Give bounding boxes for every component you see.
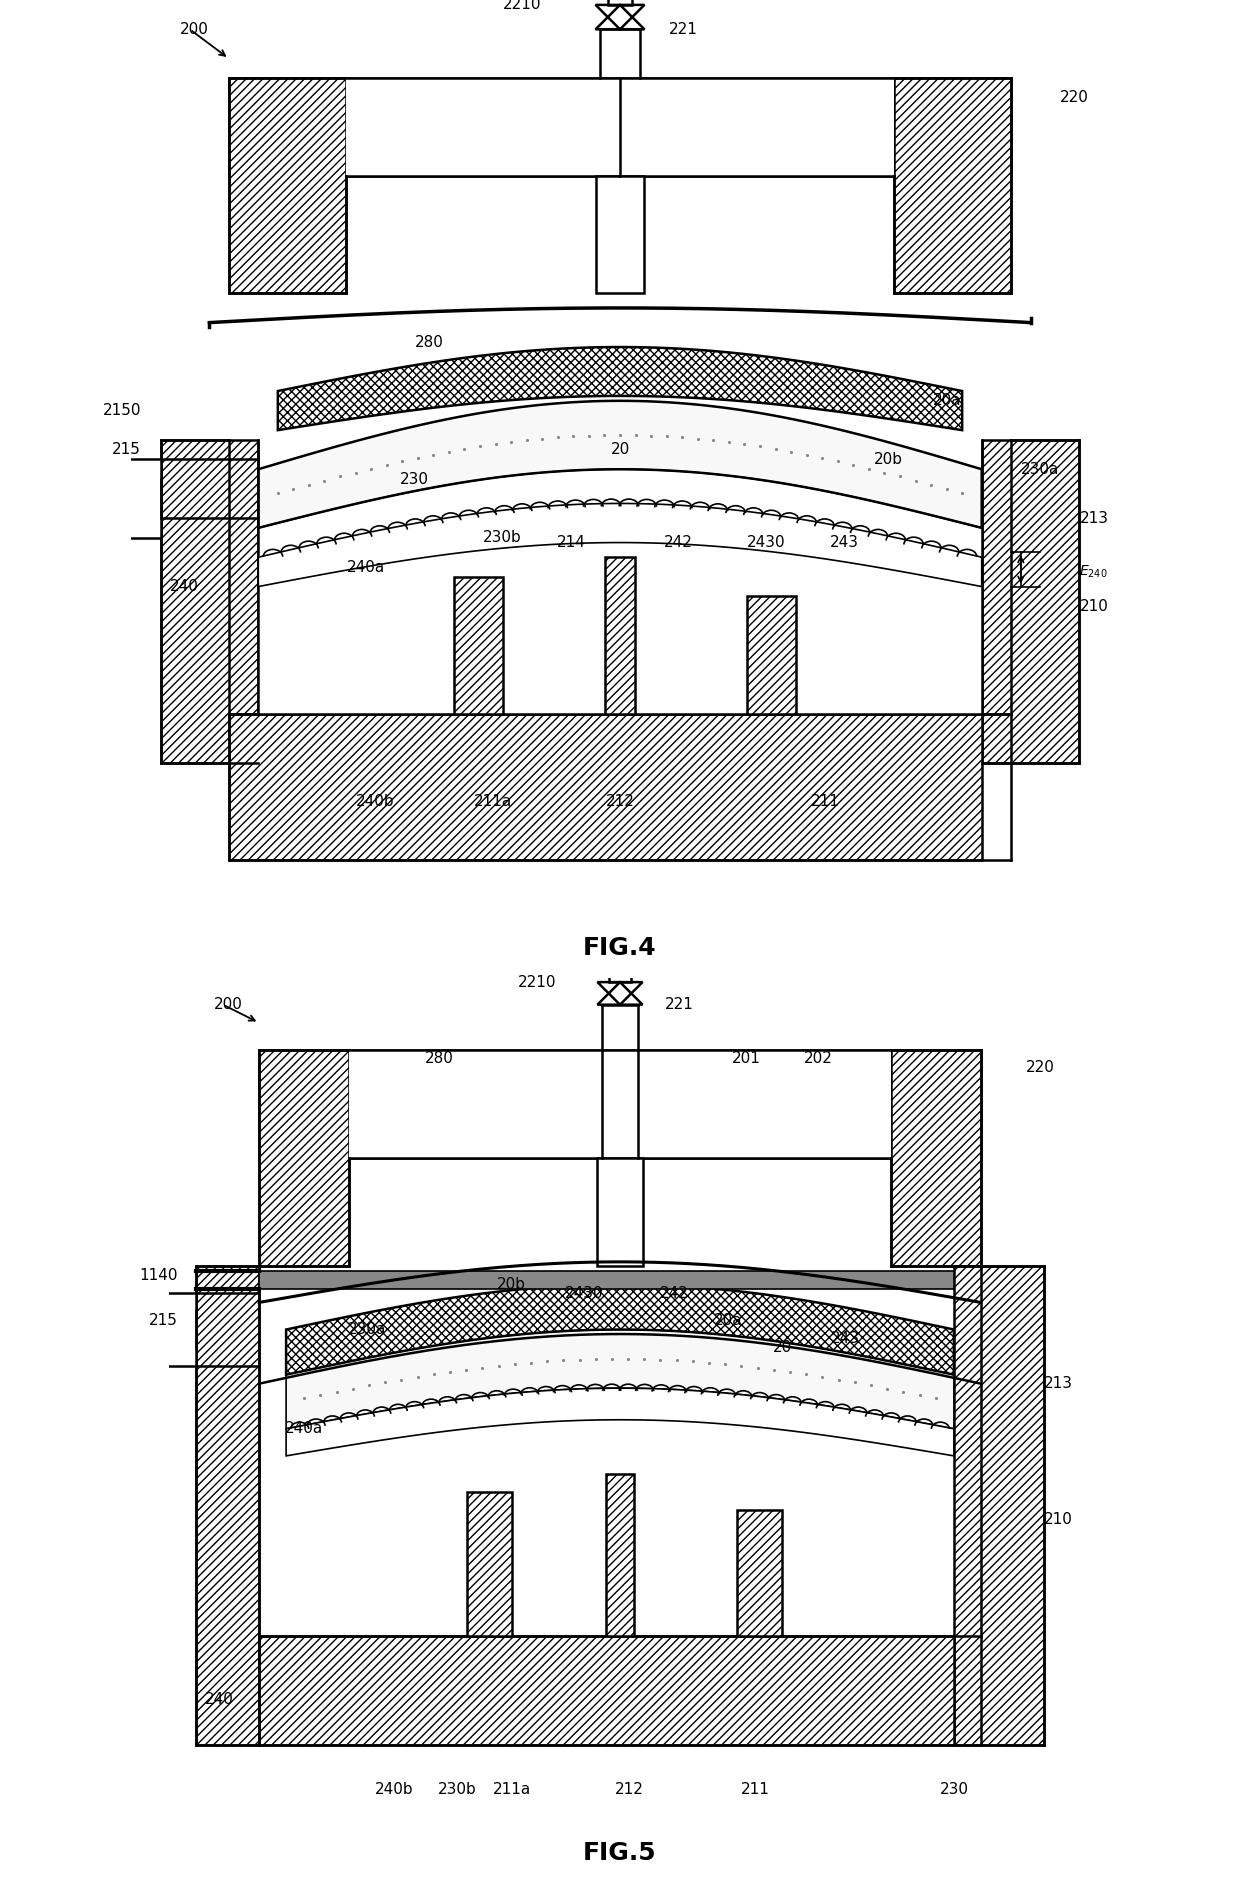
Text: 200: 200 (215, 996, 243, 1011)
Text: 242: 242 (665, 536, 693, 551)
Bar (259, 1636, 954, 1745)
Text: 2430: 2430 (748, 536, 786, 551)
Text: 240: 240 (205, 1692, 234, 1707)
Bar (258, 508, 982, 714)
Text: 202: 202 (804, 1051, 833, 1066)
Text: $E_{240}$: $E_{240}$ (1080, 564, 1109, 581)
Text: FIG.5: FIG.5 (583, 1841, 657, 1865)
Bar (605, 556, 635, 714)
Bar (982, 440, 1080, 763)
Text: 240a: 240a (347, 560, 384, 575)
Text: 230: 230 (940, 1782, 968, 1797)
Text: 221: 221 (665, 996, 694, 1011)
Text: 213: 213 (1044, 1376, 1073, 1391)
Polygon shape (68, 485, 87, 511)
Text: 2210: 2210 (503, 0, 542, 13)
Bar (133, 1293, 196, 1365)
Text: 212: 212 (605, 793, 635, 808)
Bar (598, 1158, 642, 1267)
Polygon shape (48, 485, 68, 511)
Bar (259, 1049, 350, 1267)
Text: 230a: 230a (1021, 462, 1059, 478)
Text: 214: 214 (557, 536, 585, 551)
Bar (894, 79, 1011, 293)
Bar (229, 79, 1011, 177)
Text: 230a: 230a (348, 1322, 387, 1337)
Text: 215: 215 (112, 442, 141, 457)
Text: 2150: 2150 (103, 402, 141, 417)
Text: 201: 201 (732, 1051, 761, 1066)
Text: 221: 221 (668, 23, 698, 38)
Text: 210: 210 (1080, 598, 1109, 613)
Text: 240: 240 (170, 579, 200, 594)
Polygon shape (92, 1316, 110, 1342)
Text: 230b: 230b (484, 530, 522, 545)
Bar (229, 714, 982, 861)
Text: 240b: 240b (356, 793, 394, 808)
Polygon shape (286, 1284, 954, 1374)
Text: 243: 243 (831, 1331, 861, 1346)
Polygon shape (286, 1329, 954, 1429)
Text: 2210: 2210 (518, 974, 557, 989)
Bar (890, 1049, 981, 1267)
Text: 211a: 211a (474, 793, 512, 808)
Text: 20b: 20b (874, 451, 903, 466)
Text: 215: 215 (149, 1312, 177, 1327)
Bar (609, 966, 631, 981)
Bar (92, 459, 160, 538)
Bar (259, 1049, 981, 1158)
Text: 280: 280 (414, 335, 444, 350)
Bar (346, 79, 894, 177)
Bar (466, 1493, 512, 1636)
Text: 20: 20 (773, 1340, 792, 1355)
Text: 2430: 2430 (564, 1286, 603, 1301)
Polygon shape (258, 400, 982, 528)
Text: 211: 211 (811, 793, 839, 808)
Bar (259, 1271, 954, 1290)
Text: 20a: 20a (932, 393, 961, 408)
Text: 280: 280 (425, 1051, 454, 1066)
Text: 220: 220 (1060, 90, 1089, 105)
Text: 240a: 240a (285, 1421, 324, 1436)
Polygon shape (258, 504, 982, 587)
Text: 230: 230 (401, 472, 429, 487)
Text: 243: 243 (831, 536, 859, 551)
Bar (608, 0, 632, 6)
Text: 1140: 1140 (139, 1267, 177, 1282)
Bar (454, 577, 502, 714)
Text: 240b: 240b (374, 1782, 414, 1797)
Text: 211: 211 (742, 1782, 770, 1797)
Text: 213: 213 (1080, 511, 1109, 526)
Text: 210: 210 (1044, 1512, 1073, 1527)
Bar (595, 177, 645, 293)
Text: 20b: 20b (497, 1277, 526, 1292)
Bar (196, 1267, 259, 1745)
Bar (229, 79, 346, 293)
Bar (746, 596, 796, 714)
Text: 200: 200 (180, 23, 210, 38)
Text: 20a: 20a (714, 1312, 743, 1327)
Text: 230b: 230b (438, 1782, 477, 1797)
Bar (350, 1049, 890, 1158)
Bar (738, 1510, 782, 1636)
Polygon shape (110, 1316, 128, 1342)
Text: 20: 20 (610, 442, 630, 457)
Text: 242: 242 (660, 1286, 688, 1301)
Text: 211a: 211a (492, 1782, 531, 1797)
Polygon shape (286, 1387, 954, 1455)
Bar (606, 1474, 634, 1636)
Text: 212: 212 (615, 1782, 644, 1797)
Polygon shape (278, 348, 962, 431)
Text: FIG.4: FIG.4 (583, 936, 657, 961)
Text: 220: 220 (1025, 1060, 1055, 1075)
Bar (160, 440, 258, 763)
Bar (954, 1267, 1044, 1745)
